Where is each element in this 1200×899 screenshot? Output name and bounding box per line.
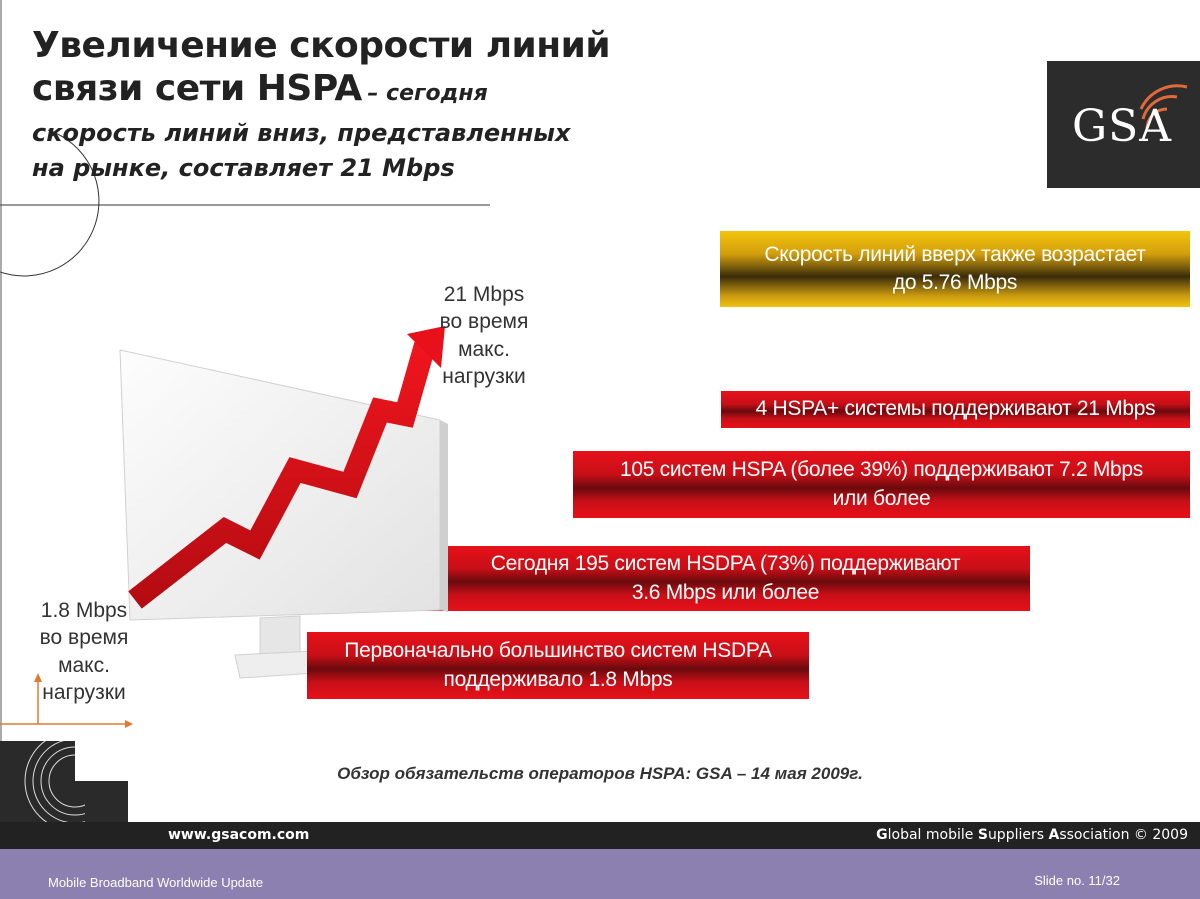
hspa-plus-box-text: 4 HSPA+ системы поддерживают 21 Mbps: [755, 397, 1156, 421]
decorative-lines: [0, 129, 490, 277]
initial-speed-line-4: нагрузки: [42, 680, 126, 704]
concentric-arcs-icon: [24, 741, 128, 822]
peak-speed-line-4: нагрузки: [442, 364, 526, 388]
hsdpa-1-8-box-line-2: поддерживало 1.8 Mbps: [443, 667, 673, 691]
title-line-4-text: на рынке, составляет 21 Mbps: [32, 154, 455, 183]
title-line-3: скорость линий вниз, представленных на р…: [32, 116, 632, 186]
upload-box-line-2: до 5.76 Mbps: [892, 271, 1018, 294]
slide-number: Slide no. 11/32: [1034, 873, 1120, 888]
footer-bar: www.gsacom.com Global mobile Suppliers A…: [0, 822, 1200, 849]
hsdpa-1-8-box-line-1: Первоначально большинство систем HSDPA: [344, 639, 772, 663]
initial-speed-line-3: макс.: [58, 653, 110, 677]
title-line-1: Увеличение скорости линий: [32, 25, 611, 66]
hsdpa-3-6-box-line-2: 3.6 Mbps или более: [631, 580, 820, 604]
title-line-3-text: скорость линий вниз, представленных: [32, 119, 571, 148]
initial-speed-line-1: 1.8 Mbps: [40, 599, 128, 622]
org-text-1: lobal mobile: [887, 827, 978, 843]
presentation-footer: Mobile Broadband Worldwide Update Slide …: [0, 849, 1200, 899]
org-letter-g: G: [876, 827, 888, 843]
growth-arrow-head: [407, 326, 445, 368]
peak-speed-line-3: макс.: [458, 337, 510, 361]
footer-organization: Global mobile Suppliers Association © 20…: [876, 827, 1188, 843]
org-letter-s: S: [977, 827, 988, 843]
hspa-7-2-box: 105 систем HSPA (более 39%) поддерживают…: [573, 451, 1190, 518]
source-note: Обзор обязательств операторов HSPA: GSA …: [337, 764, 863, 783]
peak-speed-line-2: во время: [439, 310, 529, 334]
hspa-plus-box: 4 HSPA+ системы поддерживают 21 Mbps: [721, 391, 1190, 428]
footer-website[interactable]: www.gsacom.com: [168, 827, 310, 843]
growth-arrow-line: [128, 341, 436, 609]
left-border-line: [0, 0, 2, 760]
slide-title: Увеличение скорости линий связи сети HSP…: [32, 24, 632, 186]
presentation-title: Mobile Broadband Worldwide Update: [48, 875, 264, 890]
org-letter-a: A: [1048, 827, 1060, 843]
signal-arcs-icon: [1139, 84, 1188, 130]
peak-speed-line-1: 21 Mbps: [443, 283, 525, 306]
hspa-7-2-box-line-2: или более: [832, 486, 931, 510]
hspa-7-2-box-line-1: 105 систем HSPA (более 39%) поддерживают…: [619, 458, 1144, 482]
initial-speed-line-2: во время: [39, 626, 129, 650]
monitor-screen-edge: [440, 420, 448, 612]
title-line-2-main: связи сети HSPA: [32, 68, 362, 110]
title-line-2-sub: – сегодня: [367, 81, 488, 107]
peak-speed-label: 21 Mbps во время макс. нагрузки: [420, 281, 548, 390]
initial-speed-label: 1.8 Mbps во время макс. нагрузки: [20, 597, 148, 706]
hsdpa-3-6-box-line-1: Сегодня 195 систем HSDPA (73%) поддержив…: [490, 552, 961, 576]
hsdpa-1-8-box: Первоначально большинство систем HSDPA п…: [307, 632, 809, 699]
upload-box-line-1: Скорость линий вверх также возрастает: [764, 242, 1146, 266]
upload-speed-box: Скорость линий вверх также возрастает до…: [720, 231, 1190, 307]
axes: [0, 673, 133, 728]
corner-decoration: [0, 741, 128, 822]
org-text-2: uppliers: [987, 827, 1049, 843]
org-text-3: ssociation © 2009: [1059, 827, 1188, 843]
logo-text: GSA: [1071, 101, 1173, 152]
hsdpa-3-6-box: Сегодня 195 систем HSDPA (73%) поддержив…: [421, 546, 1030, 611]
gsa-logo: GSA: [1047, 61, 1200, 188]
